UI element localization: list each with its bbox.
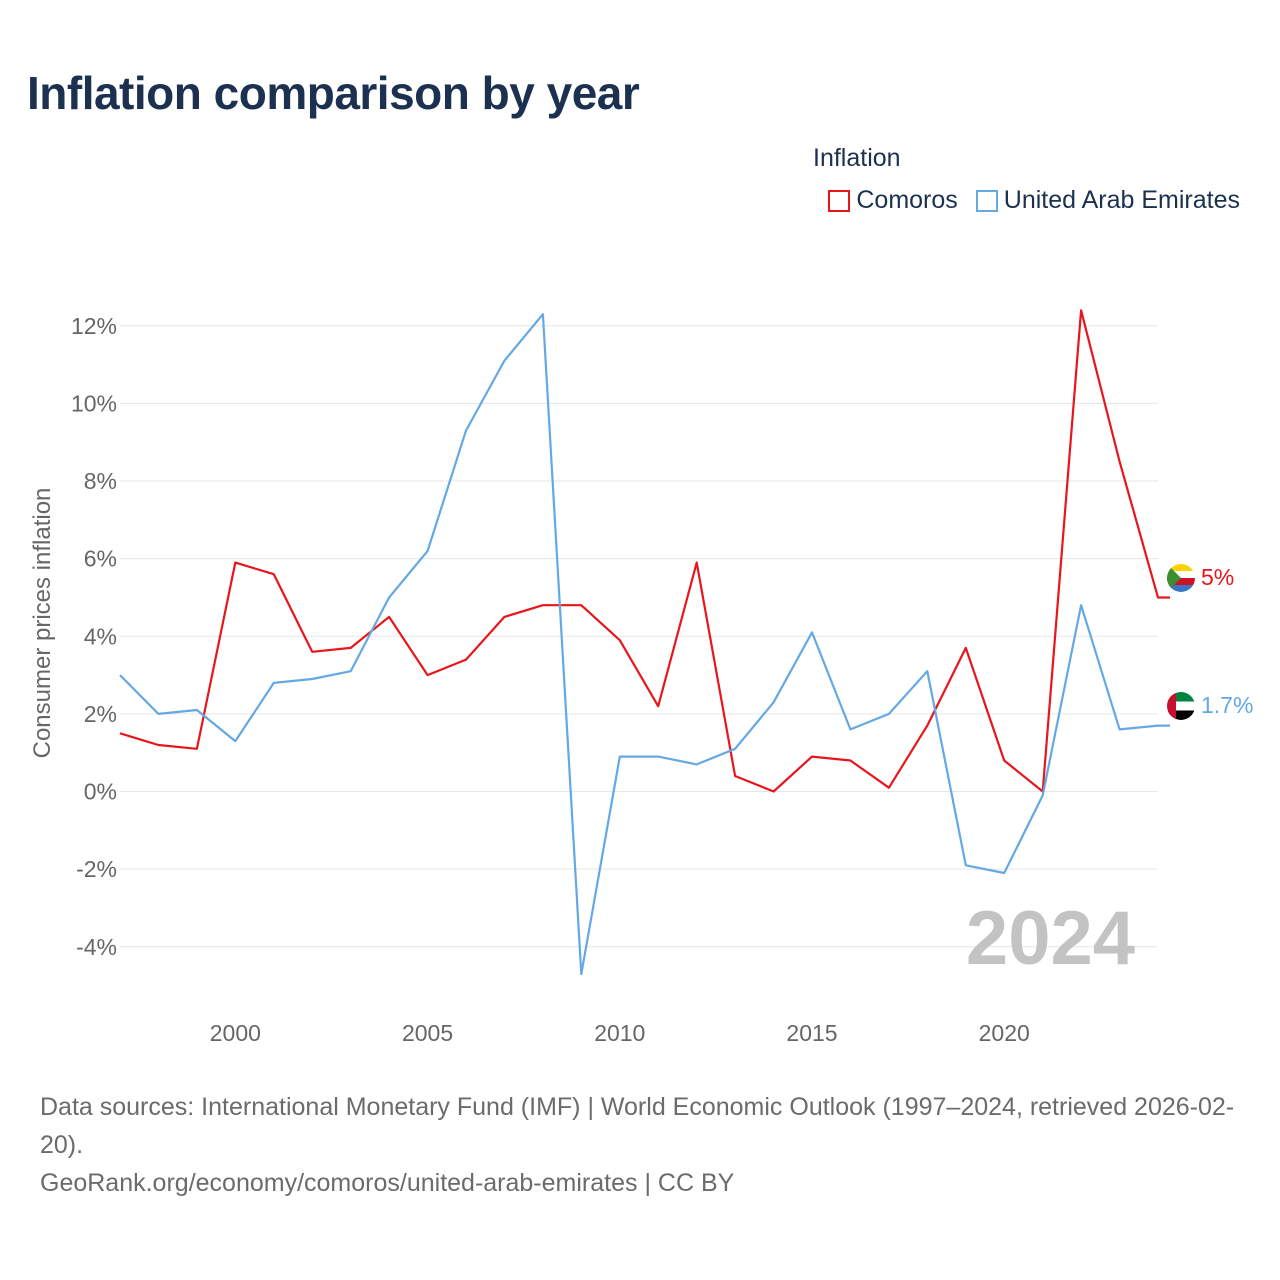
y-tick-label: 10%: [71, 390, 117, 416]
x-axis-ticks: 2000 2005 2010 2015 2020: [210, 1020, 1030, 1046]
chart-title: Inflation comparison by year: [27, 67, 640, 119]
series-line-comoros[interactable]: [119, 309, 1170, 793]
y-tick-label: 0%: [84, 779, 117, 805]
x-tick-label: 2020: [979, 1020, 1030, 1046]
legend-item-uae[interactable]: United Arab Emirates: [975, 186, 1240, 215]
legend-item-comoros[interactable]: Comoros: [828, 186, 958, 215]
y-axis-label: Consumer prices inflation: [29, 488, 56, 759]
y-tick-label: 6%: [84, 546, 117, 572]
legend-swatch-uae: [975, 189, 998, 212]
source-line: Data sources: International Monetary Fun…: [40, 1093, 1235, 1159]
legend-label-uae: United Arab Emirates: [1003, 186, 1240, 214]
x-tick-label: 2010: [594, 1020, 645, 1046]
uae-flag-icon: [1167, 692, 1195, 720]
x-tick-label: 2015: [786, 1020, 837, 1046]
y-tick-label: -2%: [76, 856, 117, 882]
watermark-year: 2024: [966, 896, 1135, 981]
y-tick-label: 2%: [84, 701, 117, 727]
series-lines: [119, 309, 1170, 976]
y-tick-label: 8%: [84, 468, 117, 494]
x-tick-label: 2000: [210, 1020, 261, 1046]
attribution-line: GeoRank.org/economy/comoros/united-arab-…: [40, 1169, 735, 1197]
legend: Comoros United Arab Emirates: [828, 186, 1240, 215]
line-chart: -4%-2%0%2%4%6%8%10%12% 2000 2005 2010 2015 2…: [29, 309, 1253, 1046]
comoros-flag-icon: [1167, 564, 1195, 592]
comoros-end-label: 5%: [1201, 564, 1234, 590]
grid: [120, 325, 1158, 948]
y-tick-label: 12%: [71, 313, 117, 339]
series-line-uae[interactable]: [119, 313, 1170, 976]
y-tick-label: -4%: [76, 934, 117, 960]
data-source-note: Data sources: International Monetary Fun…: [40, 1088, 1250, 1202]
y-axis-ticks: -4% -2% 0% 2% 4% 6% 8% 10% 12%: [71, 313, 117, 960]
y-tick-label: 4%: [84, 623, 117, 649]
legend-swatch-comoros: [828, 189, 851, 212]
x-tick-label: 2005: [402, 1020, 453, 1046]
uae-end-label: 1.7%: [1201, 692, 1253, 718]
legend-title: Inflation: [813, 144, 901, 172]
legend-label-comoros: Comoros: [856, 186, 958, 214]
